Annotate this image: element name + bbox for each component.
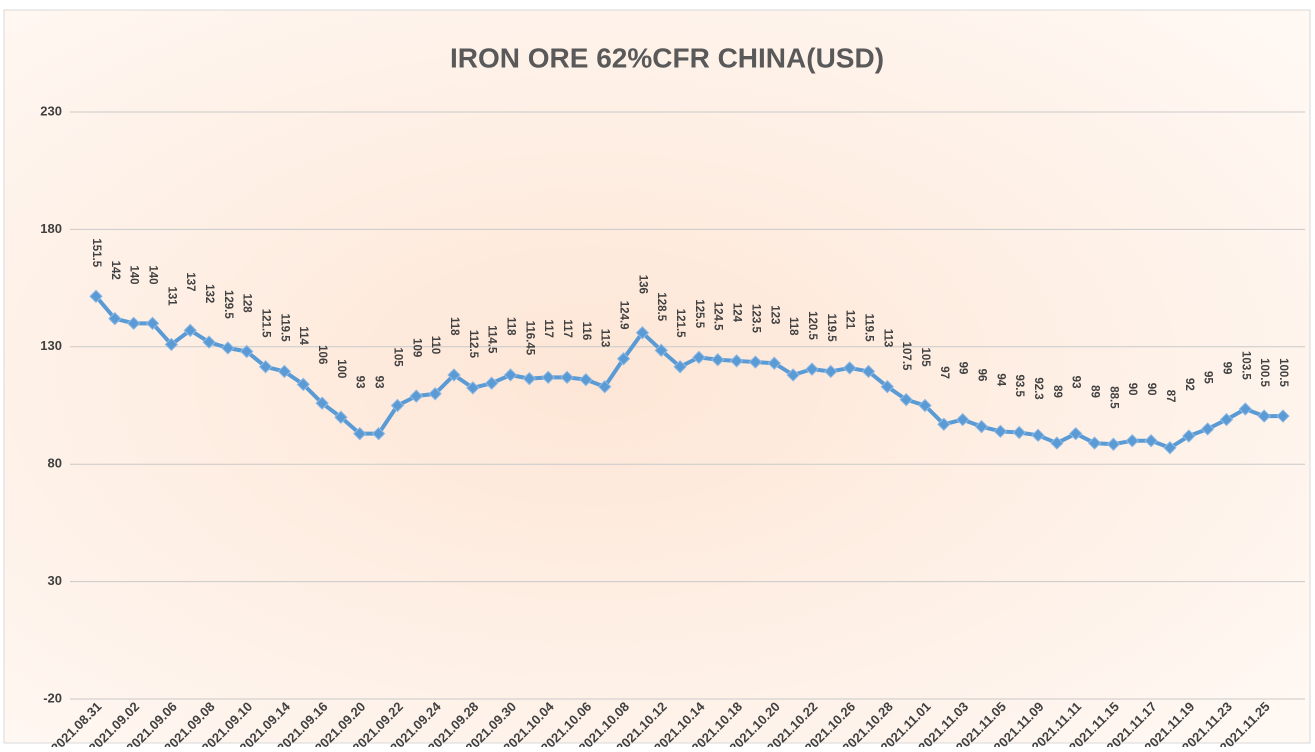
data-label: 121.5: [674, 309, 686, 338]
data-label: 121.5: [260, 309, 272, 338]
data-label: 124.5: [712, 302, 724, 331]
y-tick-label: -20: [43, 690, 62, 705]
data-label: 114: [297, 326, 309, 345]
data-label: 132: [203, 284, 215, 303]
data-label: 92: [1183, 378, 1195, 391]
data-label: 99: [1220, 362, 1232, 375]
data-label: 97: [938, 366, 950, 379]
data-label: 89: [1051, 385, 1063, 398]
data-label: 123.5: [749, 304, 761, 333]
data-label: 105: [919, 348, 931, 368]
data-label: 94: [994, 373, 1006, 386]
data-label: 124.9: [618, 301, 630, 330]
data-label: 89: [1089, 385, 1101, 398]
data-label: 140: [128, 265, 140, 284]
data-label: 93.5: [1013, 375, 1025, 398]
data-label: 117: [561, 319, 573, 338]
data-label: 90: [1126, 383, 1138, 396]
data-label: 121: [844, 310, 856, 330]
chart-background: [4, 10, 1310, 743]
data-label: 128.5: [655, 292, 667, 321]
data-label: 88.5: [1107, 386, 1119, 409]
data-label: 100: [335, 359, 347, 378]
data-label: 113: [599, 329, 611, 348]
y-tick-label: 30: [48, 573, 62, 588]
chart-title: IRON ORE 62%CFR CHINA(USD): [450, 42, 884, 73]
data-label: 137: [184, 272, 196, 291]
data-label: 105: [391, 348, 403, 368]
data-label: 117: [542, 319, 554, 338]
y-tick-label: 130: [40, 338, 62, 353]
data-label: 113: [881, 329, 893, 348]
y-tick-label: 80: [48, 456, 62, 471]
data-label: 131: [165, 286, 177, 306]
data-label: 100.5: [1258, 358, 1270, 387]
data-label: 123: [768, 305, 780, 324]
data-label: 87: [1164, 390, 1176, 403]
data-label: 116: [580, 322, 592, 341]
data-label: 118: [787, 317, 799, 336]
data-label: 92.3: [1032, 377, 1044, 399]
data-label: 142: [109, 261, 121, 280]
data-label: 119.5: [862, 313, 874, 342]
data-label: 96: [976, 369, 988, 382]
y-tick-label: 230: [40, 103, 62, 118]
data-label: 125.5: [693, 299, 705, 328]
data-label: 151.5: [90, 238, 102, 267]
data-label: 107.5: [900, 342, 912, 371]
data-label: 136: [636, 275, 648, 294]
data-label: 93: [373, 376, 385, 389]
data-label: 93: [354, 376, 366, 389]
data-label: 99: [957, 362, 969, 375]
data-label: 114.5: [486, 325, 498, 354]
data-label: 100.5: [1277, 358, 1289, 387]
data-label: 140: [146, 265, 158, 284]
y-tick-label: 180: [40, 221, 62, 236]
data-label: 106: [316, 345, 328, 364]
data-label: 109: [410, 338, 422, 357]
data-label: 103.5: [1239, 351, 1251, 380]
data-label: 116.45: [523, 321, 535, 356]
data-label: 93: [1070, 376, 1082, 389]
data-label: 128: [241, 293, 253, 313]
data-label: 124: [731, 303, 743, 323]
data-label: 112.5: [467, 330, 479, 359]
data-label: 90: [1145, 383, 1157, 396]
data-label: 118: [448, 317, 460, 336]
data-label: 110: [429, 336, 441, 355]
data-label: 118: [504, 317, 516, 336]
data-label: 129.5: [222, 290, 234, 319]
data-label: 119.5: [278, 313, 290, 342]
data-label: 120.5: [806, 311, 818, 340]
chart: IRON ORE 62%CFR CHINA(USD) -20 30 80 130 180…: [0, 0, 1315, 747]
data-label: 95: [1202, 371, 1214, 384]
data-label: 119.5: [825, 313, 837, 342]
